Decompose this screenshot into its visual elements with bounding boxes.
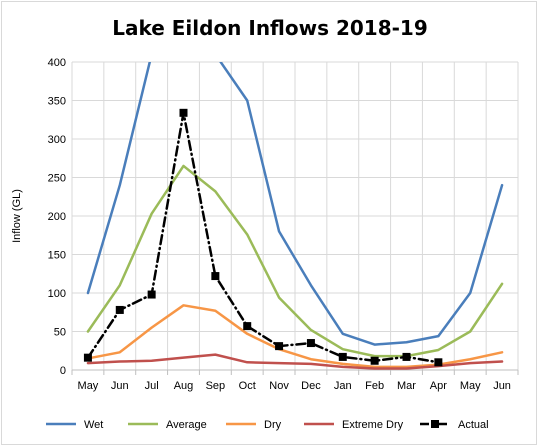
legend-marker	[431, 420, 439, 428]
x-tick-label: Jul	[145, 380, 159, 392]
data-point-marker	[402, 352, 411, 361]
data-point-marker	[338, 352, 347, 361]
x-tick-label: Nov	[269, 380, 289, 392]
y-tick-label: 0	[60, 365, 66, 377]
legend-label: Actual	[458, 419, 489, 431]
x-tick-label: Feb	[365, 380, 384, 392]
data-point-marker	[83, 353, 92, 362]
data-point-marker	[147, 290, 156, 299]
chart-title: Lake Eildon Inflows 2018-19	[112, 16, 428, 40]
series-line-average	[86, 164, 504, 358]
y-tick-label: 400	[48, 57, 66, 69]
y-tick-label: 50	[54, 327, 66, 339]
y-tick-label: 150	[48, 250, 66, 262]
series-line-extreme-dry	[86, 353, 504, 370]
data-point-marker	[243, 322, 252, 331]
y-tick-label: 100	[48, 288, 66, 300]
legend-label: Extreme Dry	[342, 419, 404, 431]
y-axis-label: Inflow (GL)	[11, 189, 23, 243]
data-point-marker	[275, 342, 284, 351]
data-point-marker	[211, 272, 220, 281]
data-point-marker	[179, 108, 188, 117]
axes: 0 50 100 150 200 250 300 350 400 May Jun Jul Aug Sep O…	[48, 57, 519, 392]
x-tick-label: May	[78, 380, 99, 392]
x-tick-label: Jun	[493, 380, 511, 392]
series-lines	[83, 62, 504, 370]
data-point-marker	[306, 339, 315, 348]
y-tick-label: 350	[48, 96, 66, 108]
x-tick-label: Sep	[206, 380, 226, 392]
x-tick-label: Jan	[334, 380, 352, 392]
legend-label: Wet	[84, 419, 103, 431]
series-line-wet	[86, 62, 504, 346]
x-tick-label: Jun	[111, 380, 129, 392]
legend-label: Average	[166, 419, 207, 431]
legend-label: Dry	[264, 419, 282, 431]
x-tick-label: Aug	[174, 380, 194, 392]
x-tick-label: May	[460, 380, 481, 392]
series-line-dry	[86, 304, 504, 369]
data-point-marker	[115, 305, 124, 314]
data-point-marker	[370, 356, 379, 365]
x-tick-label: Mar	[397, 380, 416, 392]
series-line-actual	[86, 111, 440, 364]
y-tick-label: 300	[48, 134, 66, 146]
x-tick-label: Dec	[301, 380, 321, 392]
x-tick-label: Apr	[430, 380, 447, 392]
grid-lines	[71, 61, 519, 371]
legend: Wet Average Dry Extreme Dry Actual	[46, 419, 489, 431]
x-tick-label: Oct	[239, 380, 256, 392]
y-tick-label: 250	[48, 173, 66, 185]
y-tick-label: 200	[48, 211, 66, 223]
data-point-marker	[434, 358, 443, 367]
